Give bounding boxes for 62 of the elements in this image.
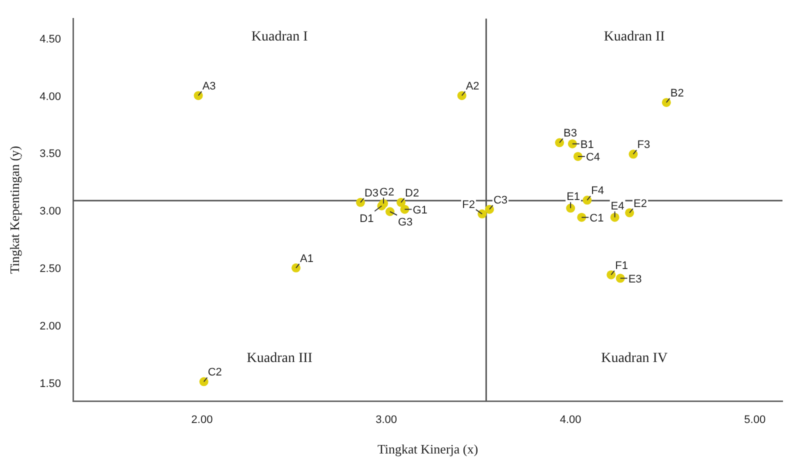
data-label: E1 (566, 191, 580, 204)
data-label: G1 (412, 204, 428, 216)
data-label: D1 (360, 212, 374, 225)
point (400, 204, 410, 214)
x-axis-title: Tingkat Kinerja (x) (377, 442, 478, 457)
x-tick-label: 2.00 (191, 414, 213, 426)
data-label: F1 (615, 260, 628, 272)
data-label: B2 (670, 87, 684, 100)
data-label: C3 (493, 194, 508, 206)
data-label: E3 (628, 273, 642, 286)
x-tick-label: 3.00 (376, 414, 397, 426)
data-label: A2 (466, 80, 480, 93)
point (194, 91, 203, 100)
data-label: C4 (586, 151, 600, 164)
data-label: B3 (564, 128, 577, 140)
point (457, 91, 466, 100)
annotation: Kuadran III (246, 350, 313, 366)
point (628, 150, 638, 159)
point (577, 212, 586, 222)
annotation: Kuadran IV (601, 350, 668, 366)
data-label: C2 (208, 366, 222, 379)
point (356, 198, 365, 207)
data-label: G2 (380, 186, 394, 199)
data-label: F2 (462, 198, 475, 211)
y-tick-label: 3.00 (40, 206, 62, 218)
point (555, 138, 564, 148)
y-tick-label: 2.00 (40, 320, 62, 333)
data-label: D3 (364, 187, 379, 200)
annotation: Kuadran II (604, 29, 666, 44)
point (625, 208, 634, 218)
point (385, 207, 394, 216)
point (616, 274, 625, 283)
data-label: F4 (591, 185, 604, 198)
point (582, 196, 592, 205)
data-label: E4 (610, 200, 624, 212)
annotation: Kuadran I (251, 29, 308, 44)
point (478, 209, 487, 218)
point (566, 204, 576, 213)
data-label: F3 (637, 139, 650, 152)
point (199, 377, 208, 386)
point (610, 212, 620, 222)
data-label: G3 (398, 216, 413, 229)
data-label: A3 (202, 80, 216, 93)
y-tick-label: 1.50 (40, 378, 62, 390)
point (606, 270, 616, 280)
data-label: B1 (580, 138, 594, 151)
point (568, 139, 577, 148)
point (573, 152, 582, 161)
x-tick-label: 5.00 (744, 414, 766, 426)
point (484, 204, 494, 214)
x-tick-label: 4.00 (560, 414, 582, 426)
data-label: A1 (300, 252, 314, 265)
data-label: E2 (634, 198, 648, 210)
y-tick-label: 4.50 (40, 33, 62, 46)
y-tick-label: 3.50 (40, 148, 62, 160)
y-tick-label: 4.00 (40, 90, 62, 103)
y-tick-label: 2.50 (40, 263, 62, 276)
point (662, 98, 671, 107)
y-axis-title: Tingkat Kepentingan (y) (7, 146, 22, 274)
point (291, 263, 300, 272)
data-label: D2 (405, 187, 420, 200)
data-label: C1 (590, 212, 604, 224)
